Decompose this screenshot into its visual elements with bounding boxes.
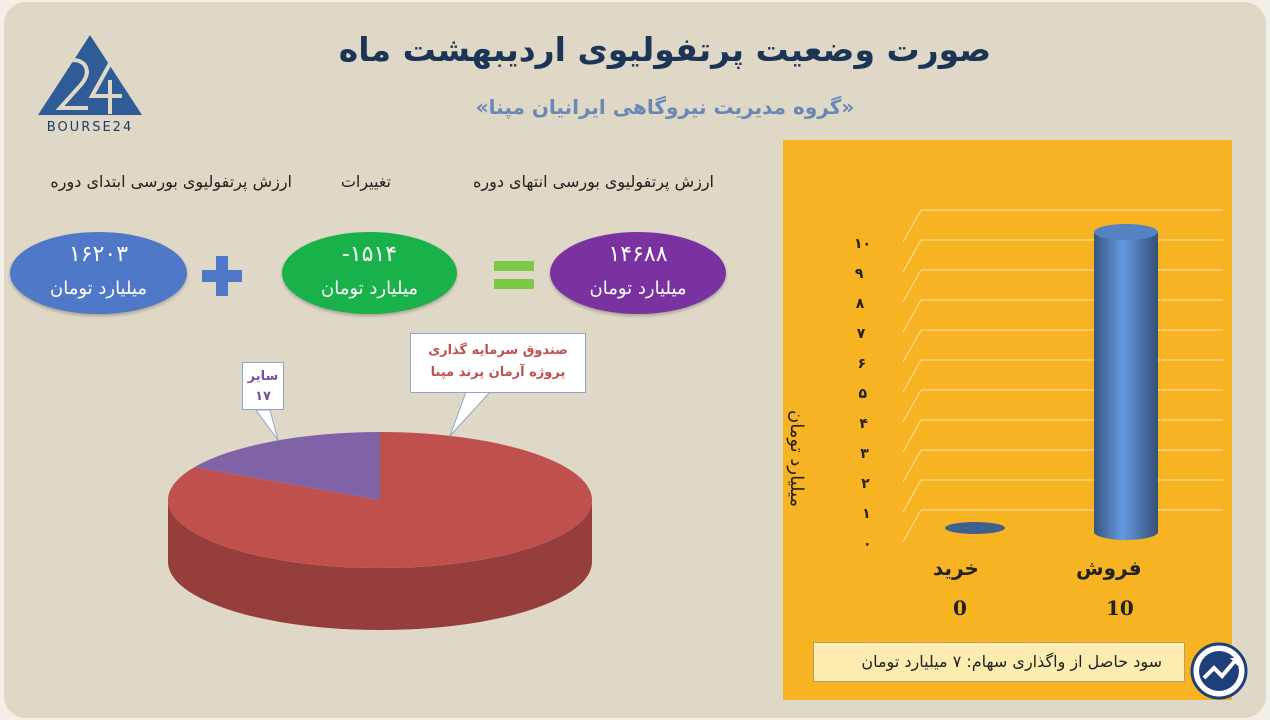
- start-unit: میلیارد تومان: [49, 278, 148, 299]
- bar-0: [945, 522, 1005, 534]
- end-value-label: ارزش پرتفولیوی بورسی انتهای دوره: [472, 172, 714, 191]
- end-value: ۱۴۶۸۸: [608, 242, 668, 267]
- grid-line-diag: [902, 209, 922, 243]
- start-value: ۱۶۲۰۳: [68, 242, 129, 267]
- page-subtitle: «گروه مدیریت نیروگاهی ایرانیان مپنا»: [475, 95, 855, 119]
- pie-label-other-name: سایر: [247, 369, 279, 384]
- logo-text: BOURSE24: [46, 120, 134, 135]
- start-value-ellipse: ۱۶۲۰۳ میلیارد تومان: [10, 232, 187, 314]
- trend-badge-icon: [1190, 642, 1248, 700]
- bar-value-buy: 0: [953, 596, 967, 620]
- change-value: -۱۵۱۴: [341, 242, 398, 267]
- pie-slice-fund: [168, 432, 593, 568]
- pie-label-other: سایر ۱۷: [242, 362, 284, 410]
- grid-line-diag: [902, 509, 922, 543]
- y-tick-label: ۸: [856, 296, 865, 312]
- bar-value-sell: 10: [1106, 596, 1134, 620]
- page-title: صورت وضعیت پرتفولیوی اردیبهشت ماه: [338, 30, 992, 69]
- bar-y-axis-label: میلیارد تومان: [786, 410, 807, 508]
- y-tick-label: ۱: [862, 506, 871, 522]
- pie-label-fund-line2: پروژه آرمان پرند مپنا: [430, 365, 566, 380]
- equals-icon: [494, 261, 534, 289]
- y-tick-label: ۷: [857, 326, 866, 342]
- bar-top-1: [1094, 224, 1158, 240]
- grid-line-diag: [902, 299, 922, 333]
- pie-label-fund-line1: صندوق سرمایه گذاری: [428, 343, 568, 358]
- y-tick-label: ۴: [859, 416, 868, 432]
- grid-line-diag: [902, 359, 922, 393]
- callout-pointers: [255, 391, 492, 441]
- y-tick-label: ۱۰: [854, 236, 871, 252]
- pie-slice-other: [194, 432, 380, 500]
- grid-line-diag: [902, 269, 922, 303]
- bar-1: [1094, 232, 1158, 540]
- plus-icon: [202, 256, 242, 296]
- y-tick-label: ۵: [859, 386, 868, 402]
- pie-label-fund: صندوق سرمایه گذاری پروژه آرمان پرند مپنا: [410, 333, 586, 393]
- y-tick-label: ۹: [855, 266, 864, 282]
- y-tick-label: ۲: [861, 476, 870, 492]
- start-value-label: ارزش پرتفولیوی بورسی ابتدای دوره: [50, 172, 292, 191]
- pie-chart: [168, 432, 593, 630]
- y-tick-label: ۶: [858, 356, 867, 372]
- y-tick-label: ۳: [860, 446, 869, 462]
- pie-label-other-value: ۱۷: [255, 389, 271, 404]
- grid-line-diag: [902, 329, 922, 363]
- bar-chart: ۰ ۱ ۲ ۳ ۴ ۵ ۶ ۷ ۸ ۹ ۱۰: [854, 209, 1223, 552]
- bar-chart-panel: ۰ ۱ ۲ ۳ ۴ ۵ ۶ ۷ ۸ ۹ ۱۰ خرید فروش 0 10: [783, 140, 1232, 700]
- change-label: تغییرات: [340, 172, 391, 191]
- end-unit: میلیارد تومان: [589, 278, 687, 299]
- change-unit: میلیارد تومان: [320, 278, 419, 299]
- profit-note: سود حاصل از واگذاری سهام: ۷ میلیارد توما…: [813, 642, 1185, 682]
- grid-line-diag: [902, 389, 922, 423]
- grid-line-diag: [902, 419, 922, 453]
- bourse24-logo: [38, 35, 142, 115]
- y-tick-label: ۰: [863, 536, 872, 552]
- pie-side: [168, 500, 592, 630]
- bar-category-sell: فروش: [1076, 556, 1142, 580]
- grid-line-diag: [902, 239, 922, 273]
- change-value-ellipse: -۱۵۱۴ میلیارد تومان: [282, 232, 457, 314]
- grid-line-diag: [902, 449, 922, 483]
- bar-category-buy: خرید: [933, 556, 979, 580]
- end-value-ellipse: ۱۴۶۸۸ میلیارد تومان: [550, 232, 726, 314]
- grid-line-diag: [902, 479, 922, 513]
